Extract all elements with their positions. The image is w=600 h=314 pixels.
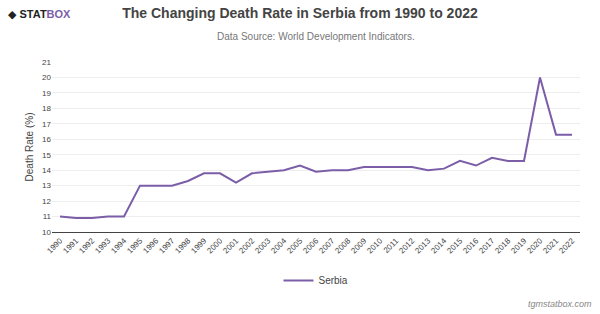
svg-text:2019: 2019 [509, 236, 528, 255]
svg-text:11: 11 [43, 212, 52, 221]
svg-text:2017: 2017 [477, 236, 496, 255]
svg-text:2008: 2008 [333, 236, 352, 255]
svg-text:21: 21 [42, 58, 51, 67]
svg-text:2009: 2009 [349, 236, 368, 255]
svg-text:Data Source: World Development: Data Source: World Development Indicator… [217, 31, 415, 42]
svg-text:2011: 2011 [382, 236, 401, 255]
svg-text:1991: 1991 [61, 236, 80, 255]
svg-text:13: 13 [42, 181, 51, 190]
svg-text:2007: 2007 [317, 236, 336, 255]
svg-text:Serbia: Serbia [319, 275, 348, 286]
svg-text:1997: 1997 [157, 236, 176, 255]
svg-text:19: 19 [42, 89, 51, 98]
svg-text:2018: 2018 [493, 236, 512, 255]
svg-text:2003: 2003 [253, 236, 272, 255]
svg-text:2002: 2002 [237, 236, 256, 255]
svg-text:2014: 2014 [429, 236, 448, 255]
svg-text:1994: 1994 [109, 236, 128, 255]
svg-text:2016: 2016 [461, 236, 480, 255]
svg-text:16: 16 [42, 135, 51, 144]
svg-text:2000: 2000 [205, 236, 224, 255]
svg-text:2022: 2022 [557, 236, 576, 255]
svg-text:14: 14 [42, 166, 51, 175]
svg-text:20: 20 [42, 73, 51, 82]
svg-text:2015: 2015 [445, 236, 464, 255]
svg-text:12: 12 [42, 197, 51, 206]
svg-text:10: 10 [42, 228, 51, 237]
svg-text:tgmstatbox.com: tgmstatbox.com [528, 299, 592, 309]
svg-text:The Changing Death Rate in Ser: The Changing Death Rate in Serbia from 1… [122, 5, 478, 21]
svg-text:2010: 2010 [365, 236, 384, 255]
svg-text:1990: 1990 [45, 236, 64, 255]
svg-text:2004: 2004 [269, 236, 288, 255]
svg-text:17: 17 [42, 120, 51, 129]
svg-text:Death Rate (%): Death Rate (%) [24, 113, 35, 182]
svg-text:2012: 2012 [397, 236, 416, 255]
svg-text:2006: 2006 [301, 236, 320, 255]
svg-text:2021: 2021 [541, 236, 560, 255]
svg-text:15: 15 [42, 151, 51, 160]
svg-text:1992: 1992 [77, 236, 96, 255]
svg-text:1996: 1996 [141, 236, 160, 255]
svg-text:2020: 2020 [525, 236, 544, 255]
svg-text:◆ STATBOX: ◆ STATBOX [8, 8, 71, 20]
svg-text:2001: 2001 [221, 236, 240, 255]
svg-text:1999: 1999 [189, 236, 208, 255]
svg-text:2005: 2005 [285, 236, 304, 255]
svg-text:18: 18 [42, 104, 51, 113]
svg-text:1998: 1998 [173, 236, 192, 255]
svg-text:2013: 2013 [413, 236, 432, 255]
svg-text:1993: 1993 [93, 236, 112, 255]
svg-text:1995: 1995 [125, 236, 144, 255]
